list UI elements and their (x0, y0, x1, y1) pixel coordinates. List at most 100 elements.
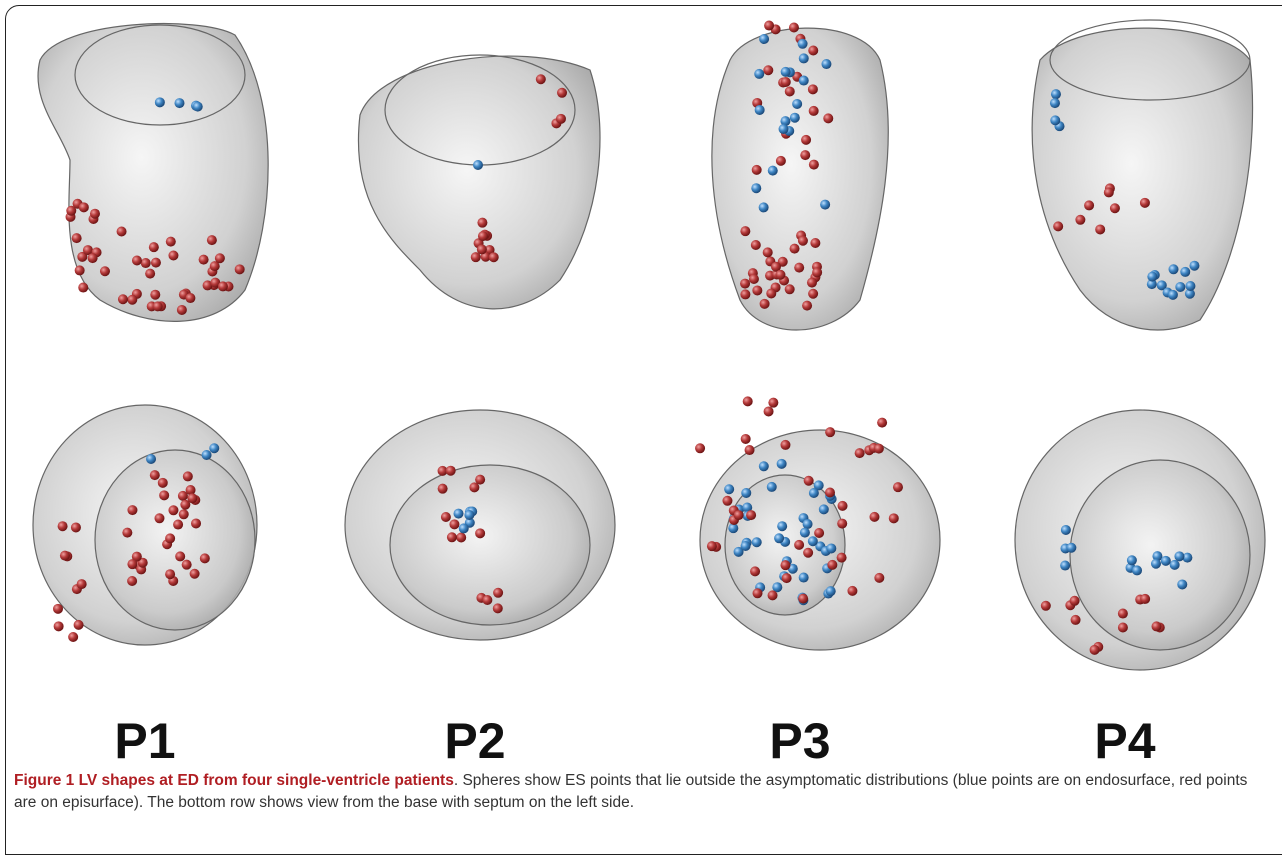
red-sphere (556, 114, 566, 124)
panel-label: P2 (375, 712, 575, 770)
blue-sphere (777, 459, 787, 469)
red-sphere (855, 448, 865, 458)
red-sphere (183, 471, 193, 481)
blue-sphere (820, 200, 830, 210)
red-sphere (782, 573, 792, 583)
red-sphere (456, 532, 466, 542)
blue-sphere (759, 202, 769, 212)
red-sphere (471, 252, 481, 262)
blue-sphere (768, 166, 778, 176)
red-sphere (707, 541, 717, 551)
blue-sphere (193, 102, 203, 112)
blue-sphere (1060, 561, 1070, 571)
red-sphere (1118, 622, 1128, 632)
red-sphere (88, 253, 98, 263)
red-sphere (191, 518, 201, 528)
blue-sphere (754, 69, 764, 79)
red-sphere (173, 520, 183, 530)
red-sphere (54, 621, 64, 631)
red-sphere (1070, 596, 1080, 606)
red-sphere (750, 566, 760, 576)
blue-sphere (774, 533, 784, 543)
red-sphere (768, 590, 778, 600)
red-sphere (199, 255, 209, 265)
red-sphere (753, 588, 763, 598)
red-sphere (768, 398, 778, 408)
red-sphere (776, 156, 786, 166)
blue-sphere (809, 488, 819, 498)
lv-base-inner (95, 450, 255, 630)
red-sphere (79, 202, 89, 212)
red-sphere (218, 281, 228, 291)
blue-sphere (724, 484, 734, 494)
red-sphere (743, 396, 753, 406)
red-sphere (145, 269, 155, 279)
red-sphere (1118, 609, 1128, 619)
red-sphere (837, 553, 847, 563)
red-sphere (812, 267, 822, 277)
blue-sphere (781, 67, 791, 77)
red-sphere (734, 510, 744, 520)
red-sphere (200, 553, 210, 563)
red-sphere (763, 247, 773, 257)
red-sphere (122, 528, 132, 538)
panel-label: P4 (1025, 712, 1225, 770)
blue-sphere (1050, 115, 1060, 125)
red-sphere (760, 299, 770, 309)
red-sphere (810, 238, 820, 248)
red-sphere (763, 65, 773, 75)
blue-sphere (741, 488, 751, 498)
red-sphere (71, 522, 81, 532)
red-sphere (449, 519, 459, 529)
blue-sphere (741, 541, 751, 551)
red-sphere (187, 493, 197, 503)
red-sphere (151, 258, 161, 268)
blue-sphere (799, 76, 809, 86)
red-sphere (1075, 215, 1085, 225)
blue-sphere (1168, 290, 1178, 300)
blue-sphere (1161, 556, 1171, 566)
red-sphere (825, 488, 835, 498)
red-sphere (66, 206, 76, 216)
blue-sphere (209, 443, 219, 453)
red-sphere (235, 264, 245, 274)
red-sphere (132, 255, 142, 265)
red-sphere (798, 236, 808, 246)
blue-sphere (790, 113, 800, 123)
red-sphere (752, 285, 762, 295)
red-sphere (798, 594, 808, 604)
red-sphere (764, 406, 774, 416)
red-sphere (749, 274, 759, 284)
blue-sphere (202, 450, 212, 460)
red-sphere (874, 573, 884, 583)
red-sphere (168, 251, 178, 261)
red-sphere (789, 23, 799, 33)
blue-sphere (803, 519, 813, 529)
red-sphere (215, 253, 225, 263)
red-sphere (745, 445, 755, 455)
red-sphere (740, 289, 750, 299)
blue-sphere (1189, 261, 1199, 271)
blue-sphere (1169, 264, 1179, 274)
red-sphere (775, 270, 785, 280)
red-sphere (1090, 645, 1100, 655)
red-sphere (809, 106, 819, 116)
red-sphere (475, 528, 485, 538)
red-sphere (68, 632, 78, 642)
red-sphere (809, 160, 819, 170)
red-sphere (100, 266, 110, 276)
blue-sphere (1050, 98, 1060, 108)
red-sphere (808, 84, 818, 94)
red-sphere (752, 165, 762, 175)
red-sphere (53, 604, 63, 614)
red-sphere (781, 77, 791, 87)
blue-sphere (808, 536, 818, 546)
red-sphere (804, 476, 814, 486)
blue-sphere (821, 59, 831, 69)
red-sphere (493, 603, 503, 613)
red-sphere (60, 551, 70, 561)
blue-sphere (1175, 282, 1185, 292)
red-sphere (893, 482, 903, 492)
red-sphere (1071, 615, 1081, 625)
red-sphere (837, 519, 847, 529)
